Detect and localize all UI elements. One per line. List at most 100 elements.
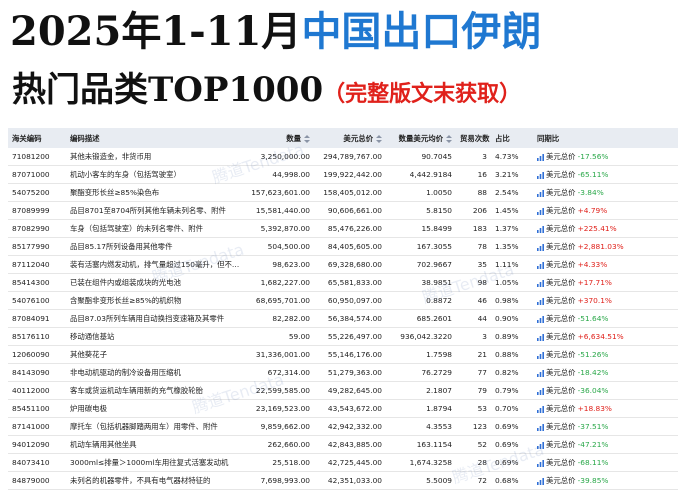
cell: 0.8872 bbox=[386, 291, 456, 310]
cell: 90,606,661.00 bbox=[314, 201, 386, 220]
cell: 49,282,645.00 bbox=[314, 381, 386, 400]
chart-icon bbox=[537, 351, 544, 359]
cell: 46 bbox=[456, 291, 491, 310]
cell: 28 bbox=[456, 453, 491, 472]
cell: 54076100 bbox=[8, 291, 66, 310]
sort-icon[interactable] bbox=[301, 134, 310, 143]
cell: 0.69% bbox=[491, 417, 533, 436]
cell: 3 bbox=[456, 327, 491, 346]
table-row: 87071000 机动小客车的车身（包括驾驶室） 44,998.00 199,922,… bbox=[8, 165, 678, 184]
sort-icon[interactable] bbox=[373, 134, 382, 143]
chart-icon bbox=[537, 369, 544, 377]
comparison-value: +370.1% bbox=[577, 296, 612, 305]
cell: 87141000 bbox=[8, 417, 66, 436]
comparison-cell: 美元总价 -37.51% bbox=[533, 417, 678, 436]
cell: 84073410 bbox=[8, 453, 66, 472]
cell: 42,351,033.00 bbox=[314, 471, 386, 490]
comparison-cell: 美元总价 +225.41% bbox=[533, 219, 678, 238]
comparison-cell: 美元总价 +17.71% bbox=[533, 273, 678, 292]
cell: 机动车辆用其他坐具 bbox=[66, 435, 244, 454]
cell: 55,146,176.00 bbox=[314, 345, 386, 364]
subtitle-black: 热门品类TOP1000 bbox=[12, 70, 324, 110]
table-body: 71081200 其他未锻造金，非货币用 3,250,000.00 294,789,7… bbox=[8, 148, 678, 490]
cell: 15.8499 bbox=[386, 219, 456, 238]
cell: 40112000 bbox=[8, 381, 66, 400]
chart-icon bbox=[537, 441, 544, 449]
cell: 43,543,672.00 bbox=[314, 399, 386, 418]
cell: 167.3055 bbox=[386, 237, 456, 256]
table-row: 85414300 已装在组件内或组装成块的光电池 1,682,227.00 65,58… bbox=[8, 273, 678, 292]
chart-icon bbox=[537, 171, 544, 179]
cell: 22,599,585.00 bbox=[244, 381, 314, 400]
comparison-value: -68.11% bbox=[577, 458, 609, 467]
cell: 装有活塞内燃发动机，排气量超过150毫升，但不超... bbox=[66, 255, 244, 274]
cell: 76.2729 bbox=[386, 363, 456, 382]
cell: 294,789,767.00 bbox=[314, 148, 386, 166]
column-header: 贸易次数 bbox=[456, 128, 491, 148]
cell: 87112040 bbox=[8, 255, 66, 274]
column-header-text: 海关编码 bbox=[12, 133, 42, 143]
comparison-cell: 美元总价 -65.11% bbox=[533, 165, 678, 184]
comparison-value: +2,881.03% bbox=[577, 242, 624, 251]
comparison-cell: 美元总价 +6,634.51% bbox=[533, 327, 678, 346]
cell: 199,922,442.00 bbox=[314, 165, 386, 184]
cell: 客车或货运机动车辆用新的充气橡胶轮胎 bbox=[66, 381, 244, 400]
cell: 52 bbox=[456, 435, 491, 454]
sort-icon[interactable] bbox=[443, 134, 452, 143]
comparison-cell: 美元总价 -18.42% bbox=[533, 363, 678, 382]
comparison-value: -39.85% bbox=[577, 476, 609, 485]
table-row: 85451100 炉用碳电极 23,169,523.00 43,543,672.00 1… bbox=[8, 399, 678, 418]
cell: 聚酯变形长丝≥85%染色布 bbox=[66, 183, 244, 202]
cell: 685.2601 bbox=[386, 309, 456, 328]
comparison-label: 美元总价 bbox=[546, 404, 576, 413]
cell: 0.89% bbox=[491, 327, 533, 346]
cell: 5.8150 bbox=[386, 201, 456, 220]
chart-icon bbox=[537, 477, 544, 485]
column-header[interactable]: 数量 bbox=[244, 128, 314, 148]
chart-icon bbox=[537, 387, 544, 395]
subtitle: 热门品类TOP1000（完整版文末获取） bbox=[12, 66, 521, 118]
cell: 42,942,332.00 bbox=[314, 417, 386, 436]
comparison-label: 美元总价 bbox=[546, 152, 576, 161]
cell: 87082990 bbox=[8, 219, 66, 238]
cell: 87089999 bbox=[8, 201, 66, 220]
cell: 15,581,440.00 bbox=[244, 201, 314, 220]
cell: 3,250,000.00 bbox=[244, 148, 314, 166]
chart-icon bbox=[537, 261, 544, 269]
cell: 2.1807 bbox=[386, 381, 456, 400]
table-row: 94012090 机动车辆用其他坐具 262,660.00 42,843,885.00… bbox=[8, 435, 678, 454]
data-table: 海关编码 编码描述 数量 美元总价 数量美元均价 贸易次数 占比 同期比 71081200 其他… bbox=[8, 128, 678, 490]
comparison-label: 美元总价 bbox=[546, 350, 576, 359]
cell: 157,623,601.00 bbox=[244, 183, 314, 202]
column-header: 海关编码 bbox=[8, 128, 66, 148]
cell: 85414300 bbox=[8, 273, 66, 292]
table-row: 87082990 车身（包括驾驶室）的未列名零件、附件 5,392,870.00 85… bbox=[8, 219, 678, 238]
comparison-cell: 美元总价 -36.04% bbox=[533, 381, 678, 400]
cell: 206 bbox=[456, 201, 491, 220]
comparison-value: +6,634.51% bbox=[577, 332, 624, 341]
cell: 25,518.00 bbox=[244, 453, 314, 472]
column-header[interactable]: 美元总价 bbox=[314, 128, 386, 148]
cell: 9,859,662.00 bbox=[244, 417, 314, 436]
cell: 23,169,523.00 bbox=[244, 399, 314, 418]
cell: 84879000 bbox=[8, 471, 66, 490]
cell: 98,623.00 bbox=[244, 255, 314, 274]
table-row: 87084091 品目87.03所列车辆用自动换挡变速箱及其零件 82,282.00… bbox=[8, 309, 678, 328]
cell: 1.35% bbox=[491, 237, 533, 256]
cell: 42,725,445.00 bbox=[314, 453, 386, 472]
cell: 87071000 bbox=[8, 165, 66, 184]
cell: 4.3553 bbox=[386, 417, 456, 436]
cell: 2.54% bbox=[491, 183, 533, 202]
cell: 1.37% bbox=[491, 219, 533, 238]
column-header[interactable]: 数量美元均价 bbox=[386, 128, 456, 148]
cell: 品目87.03所列车辆用自动换挡变速箱及其零件 bbox=[66, 309, 244, 328]
cell: 87084091 bbox=[8, 309, 66, 328]
cell: 672,314.00 bbox=[244, 363, 314, 382]
comparison-cell: 美元总价 +4.79% bbox=[533, 201, 678, 220]
cell: 56,384,574.00 bbox=[314, 309, 386, 328]
cell: 0.98% bbox=[491, 291, 533, 310]
comparison-cell: 美元总价 -68.11% bbox=[533, 453, 678, 472]
column-header-text: 编码描述 bbox=[70, 133, 100, 143]
cell: 82,282.00 bbox=[244, 309, 314, 328]
